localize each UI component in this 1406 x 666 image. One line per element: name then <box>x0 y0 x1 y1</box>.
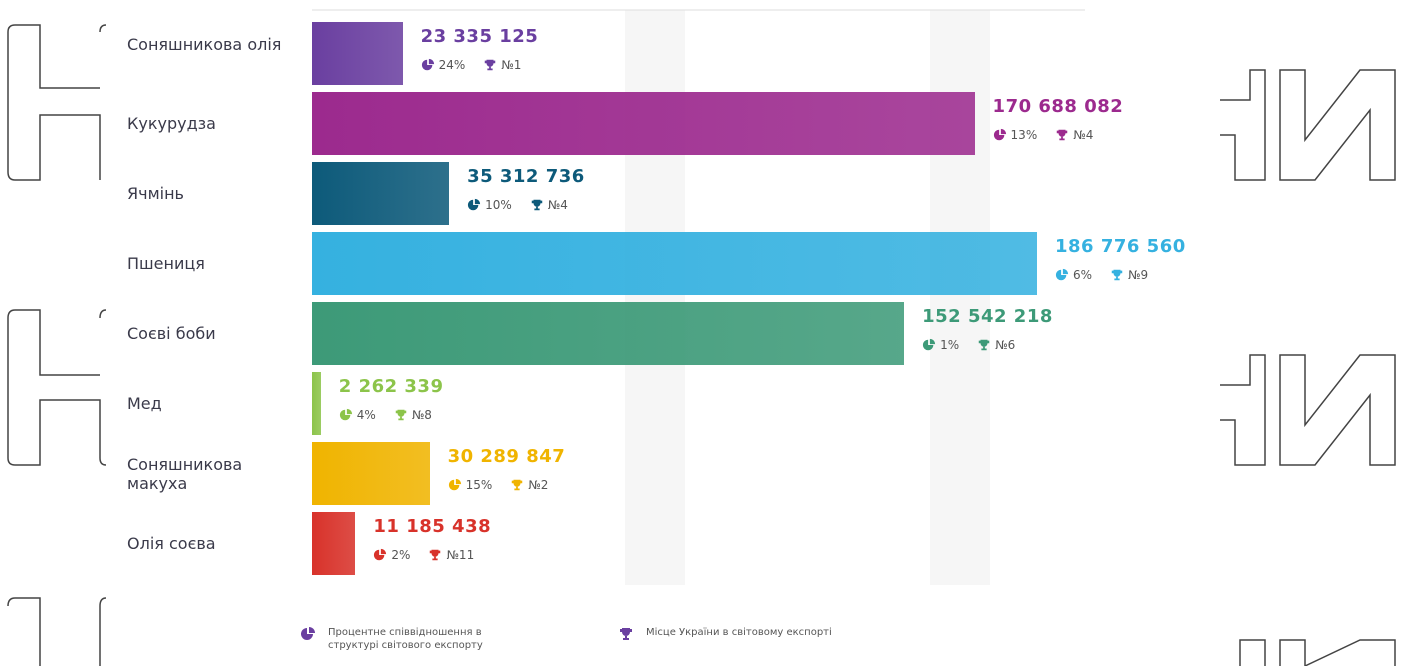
category-label: Соняшникова олія <box>127 34 282 54</box>
rank-label: №9 <box>1128 268 1149 282</box>
value-label: 170 688 082 <box>992 96 1124 117</box>
value-details: 24% №1 <box>421 58 522 72</box>
deco-shape <box>7 318 107 466</box>
deco-shape <box>1220 354 1266 466</box>
legend-text: Процентне співвідношення в структурі сві… <box>328 627 483 651</box>
bar <box>312 372 321 435</box>
bar <box>312 302 905 365</box>
bar <box>312 442 430 505</box>
rank-label: №4 <box>1073 128 1094 142</box>
value-details: 15% №2 <box>448 478 549 492</box>
pie-icon <box>374 548 387 561</box>
pie-icon <box>339 408 352 421</box>
bar <box>312 162 450 225</box>
rank-label: №11 <box>446 548 475 562</box>
category-label: Соняшникова макуха <box>127 454 243 493</box>
value-details: 1% №6 <box>922 338 1015 352</box>
share-label: 10% <box>485 198 512 212</box>
deco-shape <box>1279 354 1396 466</box>
deco-shape <box>7 24 107 89</box>
category-label: Соєві боби <box>127 323 216 343</box>
deco-shape <box>1279 69 1396 181</box>
share-label: 15% <box>465 478 493 492</box>
trophy-icon <box>620 628 632 640</box>
bar <box>312 92 975 155</box>
value-label: 2 262 339 <box>338 376 444 397</box>
share-label: 6% <box>1073 268 1093 282</box>
category-label: Пшениця <box>127 253 205 273</box>
share-label: 24% <box>438 58 466 72</box>
share-label: 1% <box>940 338 960 352</box>
pie-icon <box>421 58 434 71</box>
bar <box>312 232 1037 295</box>
pie-icon <box>467 198 481 211</box>
rank-label: №1 <box>501 58 522 72</box>
category-label: Кукурудза <box>127 113 216 133</box>
rank-label: №4 <box>547 198 568 212</box>
value-label: 186 776 560 <box>1055 236 1186 257</box>
trophy-icon <box>511 479 523 491</box>
value-label: 23 335 125 <box>420 26 539 47</box>
rank-label: №8 <box>411 408 432 422</box>
pie-icon <box>993 128 1006 141</box>
value-details: 10% №4 <box>467 198 568 212</box>
deco-shape <box>1239 639 1396 666</box>
deco-shape <box>7 32 101 181</box>
trophy-icon <box>531 199 542 211</box>
share-label: 4% <box>356 408 376 422</box>
legend-item: Місце України в світовому експорті <box>618 626 876 642</box>
trophy-icon <box>1056 129 1068 141</box>
trophy-icon <box>978 339 990 351</box>
category-label: Мед <box>127 393 162 413</box>
value-details: 2% №11 <box>373 548 474 562</box>
trophy-icon <box>395 409 407 421</box>
rank-label: №2 <box>528 478 549 492</box>
trophy-icon <box>485 59 496 71</box>
deco-shape <box>7 597 107 666</box>
deco-shape <box>1220 69 1266 181</box>
category-label: Ячмінь <box>127 183 184 203</box>
pie-icon <box>922 338 936 351</box>
legend-text: Місце України в світовому експорті <box>646 627 832 638</box>
value-label: 35 312 736 <box>467 166 585 187</box>
bar <box>312 22 403 85</box>
bar <box>312 512 356 575</box>
trophy-icon <box>1111 269 1123 281</box>
value-label: 11 185 438 <box>373 516 492 537</box>
value-details: 13% №4 <box>993 128 1094 142</box>
pie-icon <box>301 627 315 640</box>
value-details: 4% №8 <box>339 408 432 422</box>
value-label: 30 289 847 <box>447 446 566 467</box>
rank-label: №6 <box>995 338 1016 352</box>
share-label: 13% <box>1010 128 1038 142</box>
legend-item: Процентне співвідношення в структурі сві… <box>300 626 528 652</box>
category-label: Олія соєва <box>127 533 216 553</box>
pie-icon <box>448 478 461 491</box>
pie-icon <box>1055 268 1069 281</box>
share-label: 2% <box>391 548 411 562</box>
deco-shape <box>7 309 107 376</box>
value-details: 6% №9 <box>1055 268 1148 282</box>
value-label: 152 542 218 <box>922 306 1053 327</box>
trophy-icon <box>430 549 441 561</box>
